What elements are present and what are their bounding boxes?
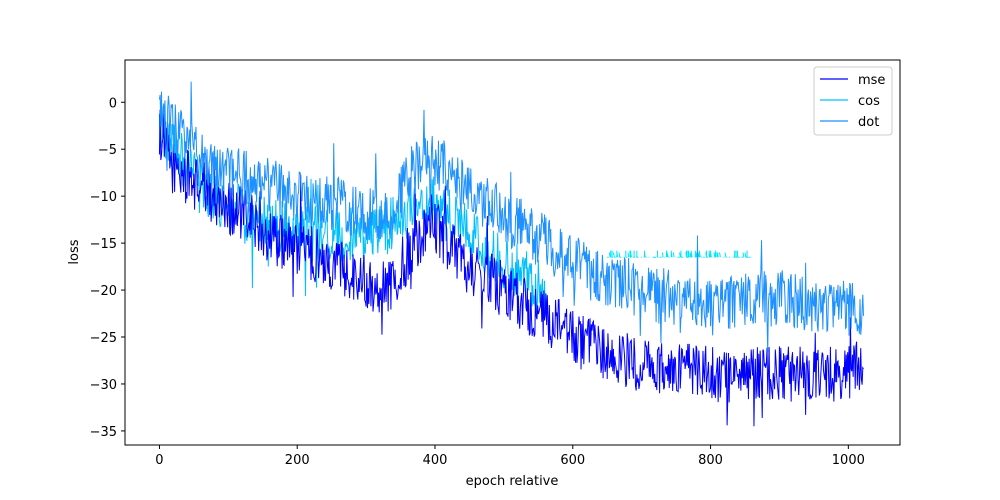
y-axis-label: loss: [67, 239, 82, 264]
y-tick-label: −35: [90, 425, 117, 440]
x-tick-label: 200: [285, 453, 310, 468]
y-tick-label: −25: [90, 331, 117, 346]
x-tick-label: 1000: [832, 453, 865, 468]
y-tick-label: −10: [90, 190, 117, 205]
y-tick-label: 0: [109, 96, 117, 111]
axes-frame: [124, 59, 901, 446]
y-tick-label: −30: [90, 378, 117, 393]
legend-box: [813, 66, 893, 136]
legend-label-mse: mse: [858, 73, 885, 88]
legend: mse cos dot: [813, 66, 893, 136]
x-axis-label: epoch relative: [466, 474, 559, 489]
series-line-dot: [158, 81, 864, 353]
y-tick-label: −20: [90, 284, 117, 299]
legend-label-dot: dot: [858, 115, 879, 130]
x-axis: 0 200 400 600 800 1000: [155, 445, 865, 468]
y-axis: 0 −5 −10 −15 −20 −25 −30 −35: [90, 96, 125, 440]
series-line-cos-tail: [607, 250, 752, 258]
y-tick-label: −5: [98, 143, 117, 158]
series-line-mse: [158, 109, 864, 427]
x-tick-label: 400: [423, 453, 448, 468]
y-tick-label: −15: [90, 237, 117, 252]
legend-label-cos: cos: [858, 94, 880, 109]
x-tick-label: 800: [698, 453, 723, 468]
x-tick-label: 600: [560, 453, 585, 468]
plot-area: [158, 81, 864, 427]
x-tick-label: 0: [155, 453, 163, 468]
